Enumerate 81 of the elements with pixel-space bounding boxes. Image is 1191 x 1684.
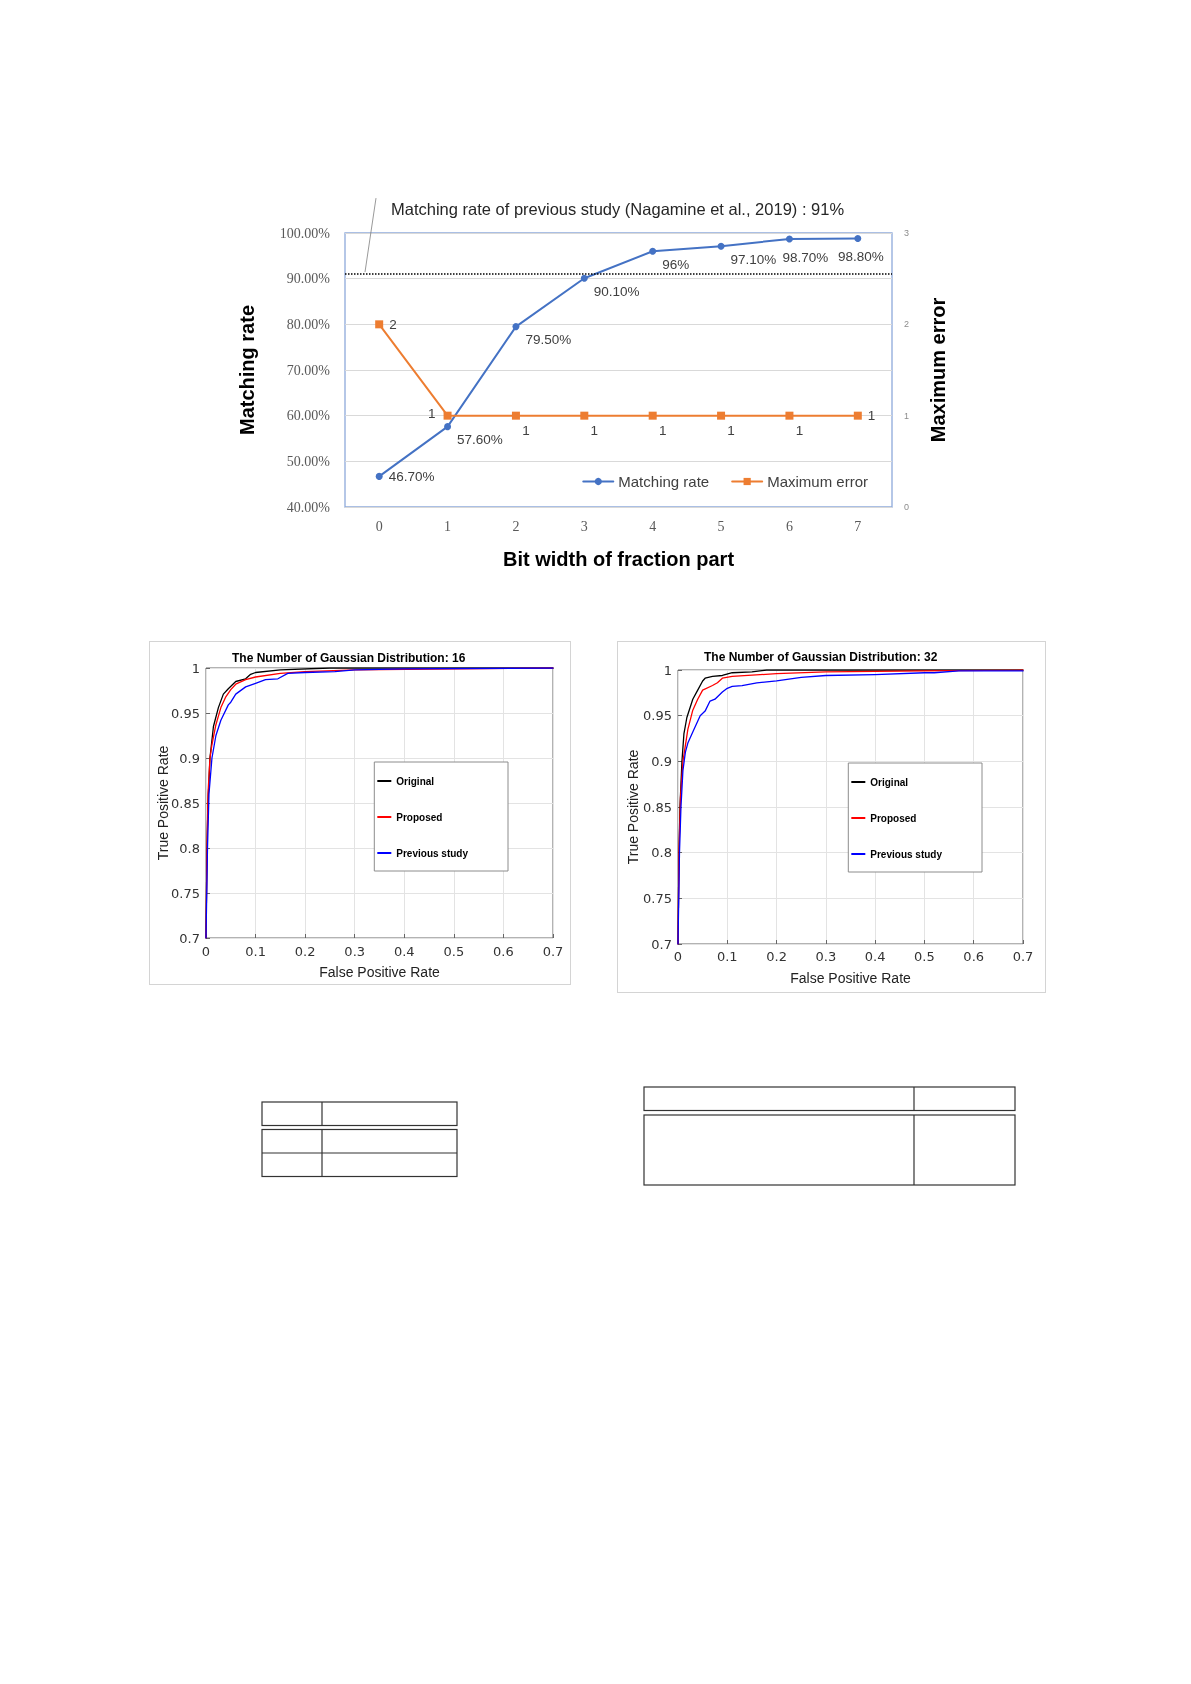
data-label: 1 — [795, 423, 804, 439]
y2-axis-title: Maximum error — [927, 297, 949, 443]
chart-title: The Number of Gaussian Distribution: 16 — [232, 651, 466, 665]
y-tick-label: 0.9 — [651, 753, 672, 769]
data-label: 1 — [590, 423, 599, 439]
data-label: 2 — [389, 316, 397, 332]
y-axis-title: Matching rate — [236, 304, 258, 436]
legend-label: Original — [870, 776, 909, 788]
y-tick-label: 70.00% — [286, 362, 331, 378]
y-tick-label: 50.00% — [286, 453, 331, 469]
data-label: 1 — [727, 423, 735, 439]
data-label: 90.10% — [593, 283, 640, 299]
x-axis-title: False Positive Rate — [790, 970, 912, 986]
y-tick-label: 0.75 — [171, 885, 200, 901]
data-label: 1 — [522, 423, 530, 439]
legend-label: Original — [396, 775, 435, 787]
chart-title: The Number of Gaussian Distribution: 32 — [704, 650, 938, 664]
y-tick-label: 1 — [663, 662, 672, 678]
legend-label: Maximum error — [767, 473, 868, 490]
y-tick-label: 60.00% — [286, 408, 331, 424]
y2-tick-label: 1 — [904, 410, 910, 421]
x-tick-label: 0.2 — [294, 944, 316, 959]
x-tick-label: 0.3 — [815, 949, 837, 964]
y2-tick-label: 2 — [904, 319, 910, 330]
data-label: 79.50% — [525, 332, 572, 348]
x-axis-title: False Positive Rate — [319, 964, 441, 980]
x-tick-label: 0.3 — [344, 944, 366, 959]
legend-label: Previous study — [870, 848, 943, 860]
ref-line-label: Matching rate of previous study (Nagamine et al., 2019) : 91% — [391, 199, 845, 218]
x-tick-label: 0.5 — [443, 944, 465, 959]
y-tick-label: 40.00% — [286, 499, 331, 515]
y2-tick-label: 0 — [904, 502, 910, 512]
y-tick-label: 0.7 — [179, 930, 200, 946]
data-label: 1 — [428, 406, 436, 422]
data-label: 46.70% — [388, 468, 435, 484]
x-tick-label: 4 — [649, 518, 657, 534]
data-label: 1 — [867, 408, 876, 424]
x-tick-label: 0.1 — [716, 949, 738, 964]
legend-label: Matching rate — [618, 473, 710, 490]
data-label: 96% — [662, 256, 690, 272]
x-tick-label: 0.4 — [864, 949, 886, 964]
legend-label: Previous study — [396, 847, 469, 859]
x-tick-label: 3 — [580, 518, 588, 534]
x-tick-label: 0.6 — [493, 944, 514, 959]
y-tick-label: 0.8 — [651, 845, 672, 861]
x-tick-label: 0.5 — [914, 949, 935, 964]
y-tick-label: 0.85 — [643, 799, 672, 815]
x-axis-title: Bit width of fraction part — [502, 548, 735, 570]
y-tick-label: 0.85 — [171, 795, 200, 811]
y-tick-label: 80.00% — [286, 316, 331, 332]
x-tick-label: 0.1 — [245, 944, 266, 959]
y-axis-title: True Positive Rate — [625, 749, 641, 865]
x-tick-label: 0.4 — [393, 944, 415, 959]
x-tick-label: 0.7 — [1012, 949, 1034, 964]
y-axis-title: True Positive Rate — [155, 745, 171, 861]
y-tick-label: 100.00% — [279, 225, 331, 241]
legend-label: Proposed — [870, 812, 917, 824]
x-tick-label: 1 — [444, 518, 452, 534]
y-tick-label: 0.95 — [171, 705, 200, 721]
x-tick-label: 0 — [673, 949, 683, 964]
data-label: 98.70% — [782, 249, 829, 265]
legend-label: Proposed — [396, 811, 443, 823]
y-tick-label: 0.75 — [643, 890, 672, 906]
x-tick-label: 5 — [717, 518, 725, 534]
data-label: 57.60% — [457, 432, 503, 448]
data-label: 97.10% — [730, 251, 777, 267]
x-tick-label: 7 — [854, 518, 862, 534]
x-tick-label: 0.7 — [542, 944, 564, 959]
y-tick-label: 0.95 — [643, 708, 672, 724]
y-tick-label: 0.8 — [179, 840, 200, 856]
y-tick-label: 90.00% — [286, 271, 331, 287]
y2-tick-label: 3 — [904, 228, 910, 238]
x-tick-label: 2 — [512, 518, 520, 534]
y-tick-label: 0.9 — [179, 750, 200, 766]
data-label: 98.80% — [837, 249, 884, 265]
x-tick-label: 0 — [201, 944, 211, 959]
x-tick-label: 0 — [375, 518, 383, 534]
x-tick-label: 6 — [785, 518, 793, 534]
x-tick-label: 0.2 — [766, 949, 787, 964]
y-tick-label: 1 — [191, 660, 200, 676]
x-tick-label: 0.6 — [963, 949, 985, 964]
